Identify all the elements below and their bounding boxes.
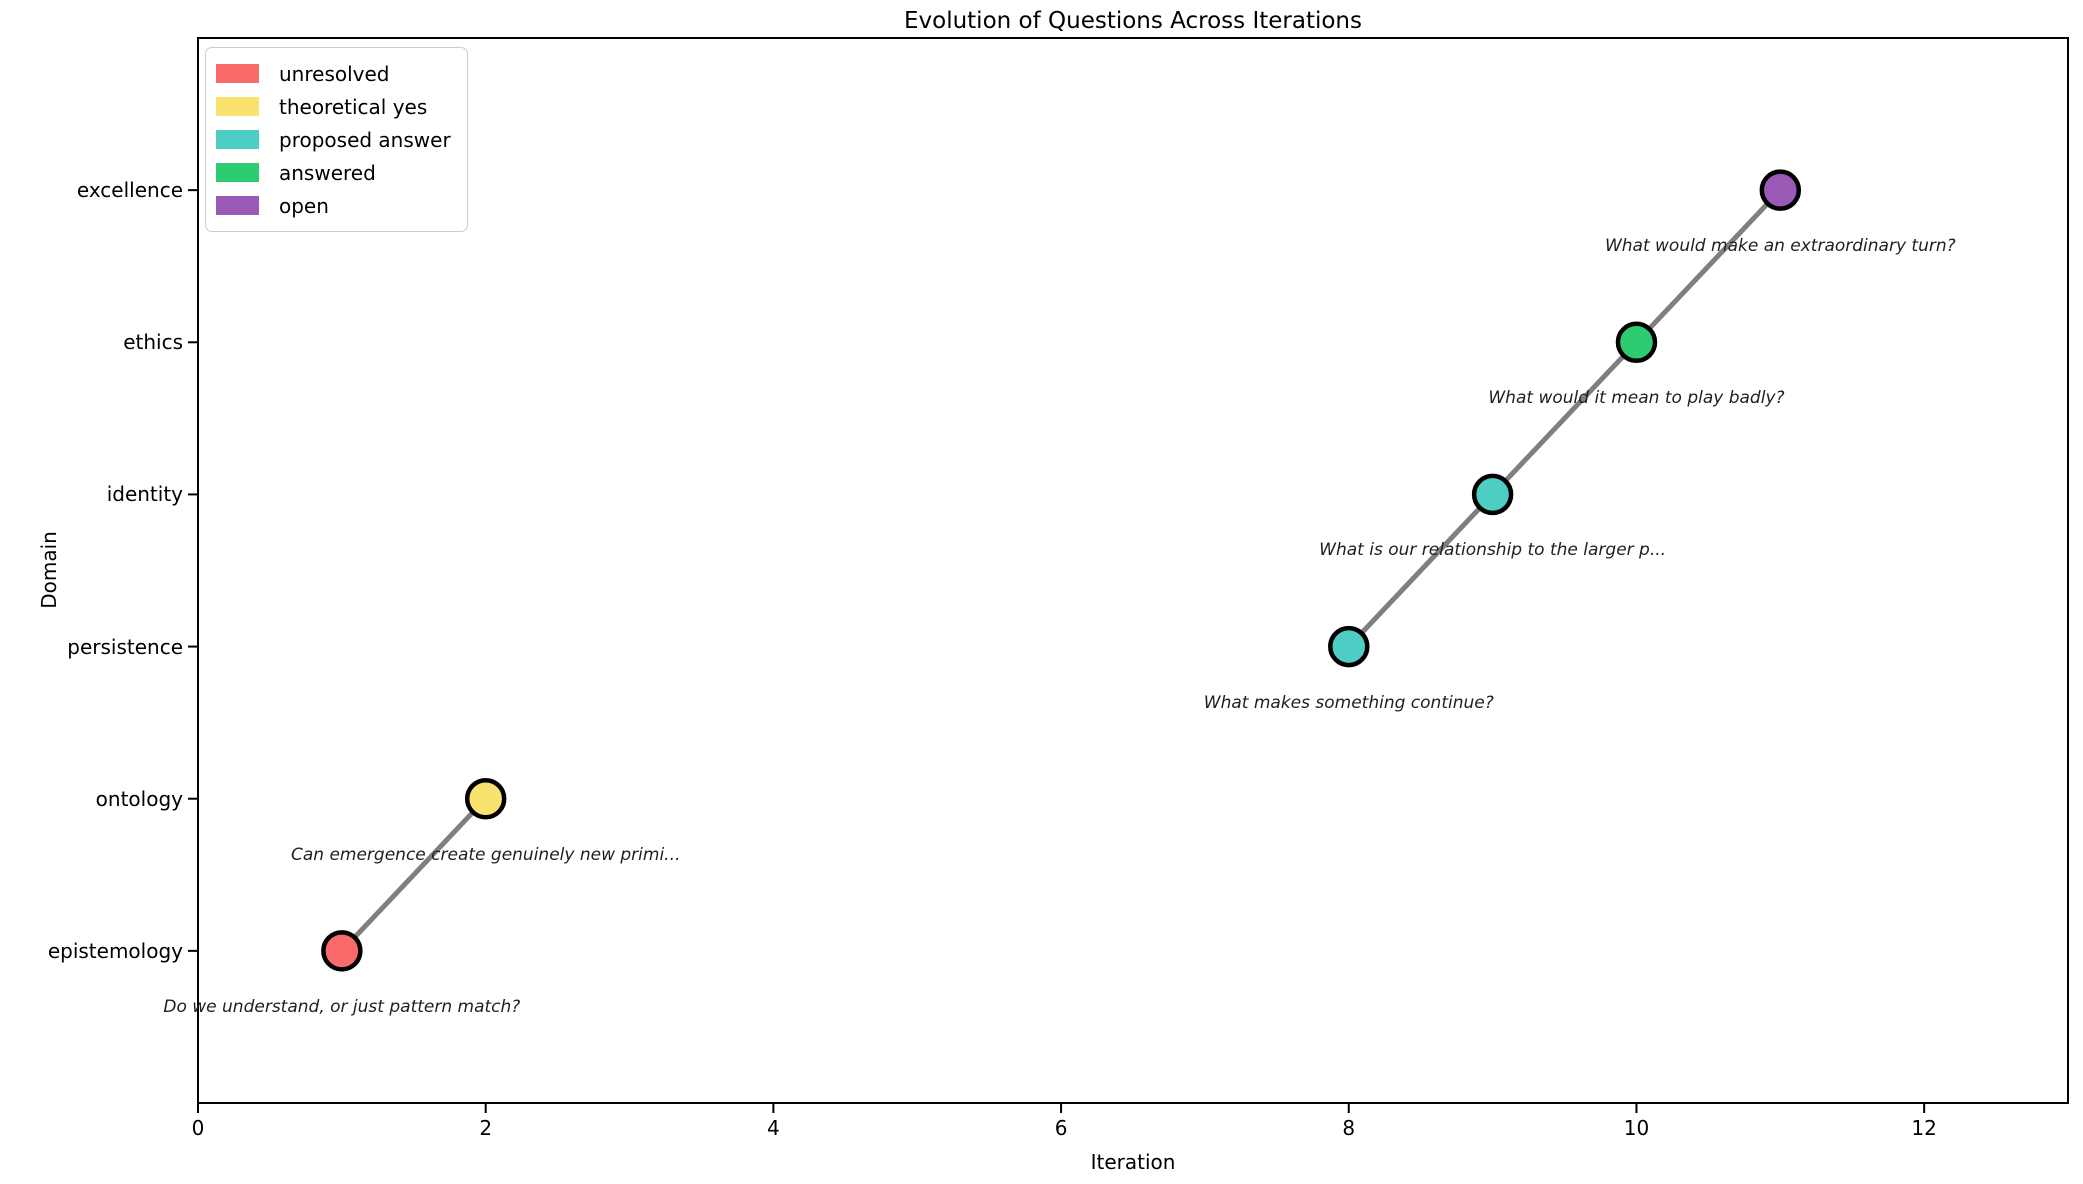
y-tick-label: excellence [76,178,183,203]
x-tick-label: 0 [191,1116,205,1140]
annotation-question: Can emergence create genuinely new primi… [290,844,681,865]
legend-item: unresolved [216,57,455,90]
annotation-question: What makes something continue? [1203,692,1494,713]
legend-item: proposed answer [216,123,455,156]
annotation-question: What would it mean to play badly? [1488,388,1785,409]
x-tick-label: 4 [767,1116,780,1140]
annotation-question: What would make an extraordinary turn? [1604,236,1956,257]
connector-line-segment [340,796,488,953]
legend-swatch [216,64,259,83]
legend: unresolved theoretical yes proposed answer… [205,47,468,232]
connector-line-segment [1346,492,1495,649]
plot-border [197,37,2069,1104]
y-tick-label: ontology [95,786,183,811]
annotation-question: Do we understand, or just pattern match? [163,996,521,1017]
legend-item: open [216,189,455,222]
data-point-marker [464,777,507,820]
x-axis-label: Iteration [1090,1150,1176,1174]
y-tick-label: persistence [67,634,183,659]
data-point-marker [1471,473,1514,516]
chart-title: Evolution of Questions Across Iterations [903,8,1362,34]
legend-item-label: open [279,193,329,218]
data-point-marker [1328,625,1370,668]
legend-item-label: proposed answer [279,127,451,152]
x-tick-label: 6 [1054,1116,1068,1140]
data-point-marker [1615,321,1658,364]
x-tick-label: 10 [1623,1116,1650,1140]
data-point-marker [1759,169,1802,211]
y-tick-label: epistemology [47,938,183,963]
legend-item-label: theoretical yes [279,94,428,119]
legend-item-label: unresolved [279,61,390,86]
legend-swatch [216,163,259,182]
annotation-question: What is our relationship to the larger p… [1319,540,1667,561]
connector-line-segment [1634,188,1783,345]
legend-swatch [216,130,259,149]
legend-item-label: answered [279,160,376,185]
connector-line-segment [1490,340,1639,497]
x-tick-label: 2 [479,1116,493,1140]
legend-item: answered [216,156,455,189]
x-tick-label: 8 [1342,1116,1356,1140]
data-point-marker [321,930,363,972]
y-tick-label: identity [106,482,183,507]
x-tick-label: 12 [1911,1116,1937,1140]
legend-swatch [216,196,259,215]
legend-swatch [216,97,259,116]
y-tick-label: ethics [123,330,183,355]
legend-item: theoretical yes [216,90,455,123]
